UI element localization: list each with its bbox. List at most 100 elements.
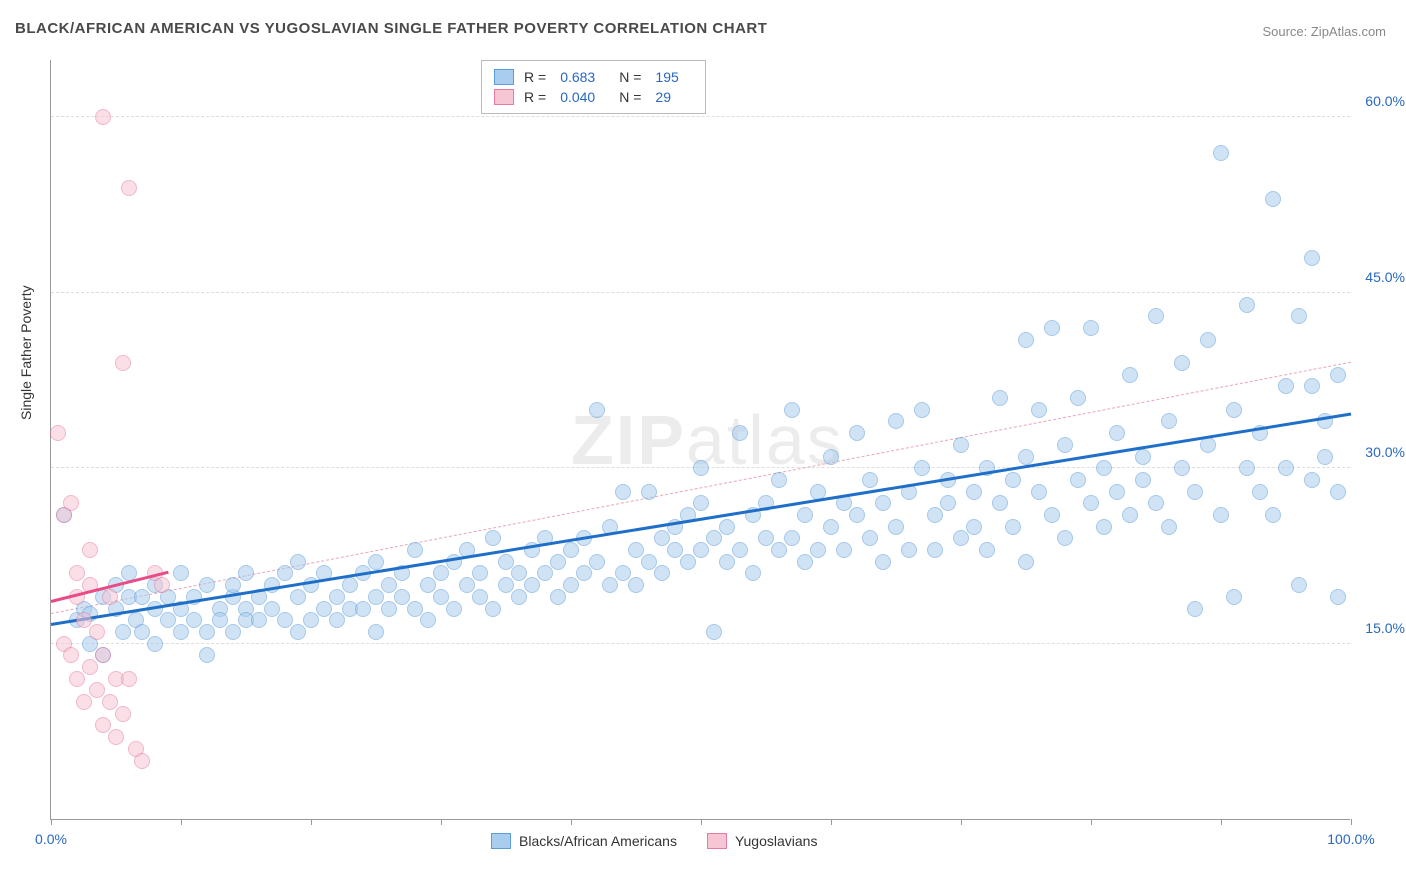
data-point [108,729,124,745]
data-point [1226,402,1242,418]
data-point [823,449,839,465]
data-point [63,495,79,511]
data-point [719,554,735,570]
data-point [407,542,423,558]
data-point [446,601,462,617]
data-point [368,624,384,640]
data-point [797,507,813,523]
data-point [1005,472,1021,488]
x-tick-label: 100.0% [1327,831,1374,847]
data-point [1187,484,1203,500]
data-point [420,612,436,628]
data-point [420,577,436,593]
data-point [940,495,956,511]
data-point [1083,495,1099,511]
data-point [277,565,293,581]
data-point [862,472,878,488]
data-point [1018,554,1034,570]
data-point [849,507,865,523]
data-point [102,589,118,605]
data-point [238,565,254,581]
gridline [51,643,1350,644]
data-point [381,577,397,593]
data-point [225,624,241,640]
data-point [89,624,105,640]
data-point [1070,472,1086,488]
data-point [1200,332,1216,348]
data-point [1265,191,1281,207]
data-point [966,484,982,500]
data-point [888,519,904,535]
data-point [199,624,215,640]
data-point [1148,495,1164,511]
data-point [511,565,527,581]
data-point [329,612,345,628]
x-tick [441,819,442,825]
legend-series-item: Yugoslavians [707,833,818,849]
legend-series-label: Yugoslavians [735,833,818,849]
legend-stats-row: R =0.683N =195 [494,67,693,87]
data-point [1330,589,1346,605]
x-tick [51,819,52,825]
data-point [1213,145,1229,161]
data-point [69,671,85,687]
data-point [615,484,631,500]
data-point [342,577,358,593]
data-point [550,589,566,605]
data-point [1161,519,1177,535]
data-point [134,753,150,769]
data-point [134,589,150,605]
data-point [186,612,202,628]
data-point [498,554,514,570]
data-point [95,109,111,125]
x-tick [1221,819,1222,825]
data-point [1005,519,1021,535]
data-point [1135,472,1151,488]
legend-stats-row: R =0.040N =29 [494,87,693,107]
data-point [654,530,670,546]
data-point [199,647,215,663]
data-point [134,624,150,640]
data-point [264,601,280,617]
legend-n-value: 195 [655,69,678,85]
data-point [1109,484,1125,500]
y-axis-label: Single Father Poverty [18,285,34,420]
data-point [654,565,670,581]
data-point [771,472,787,488]
data-point [290,554,306,570]
data-point [1226,589,1242,605]
y-tick-label: 45.0% [1365,269,1405,285]
data-point [368,589,384,605]
legend-r-label: R = [524,69,546,85]
legend-swatch [707,833,727,849]
data-point [115,706,131,722]
legend-n-label: N = [619,89,641,105]
data-point [1109,425,1125,441]
x-tick [1091,819,1092,825]
gridline [51,116,1350,117]
data-point [784,530,800,546]
data-point [290,624,306,640]
legend-series-item: Blacks/African Americans [491,833,677,849]
data-point [953,437,969,453]
data-point [836,542,852,558]
data-point [316,601,332,617]
data-point [563,577,579,593]
data-point [147,636,163,652]
data-point [1044,320,1060,336]
data-point [706,530,722,546]
data-point [277,612,293,628]
data-point [1304,378,1320,394]
data-point [992,390,1008,406]
data-point [95,717,111,733]
data-point [1018,449,1034,465]
legend-swatch [491,833,511,849]
data-point [706,624,722,640]
data-point [1265,507,1281,523]
data-point [719,519,735,535]
data-point [82,659,98,675]
data-point [927,542,943,558]
data-point [115,355,131,371]
data-point [498,577,514,593]
x-tick [961,819,962,825]
